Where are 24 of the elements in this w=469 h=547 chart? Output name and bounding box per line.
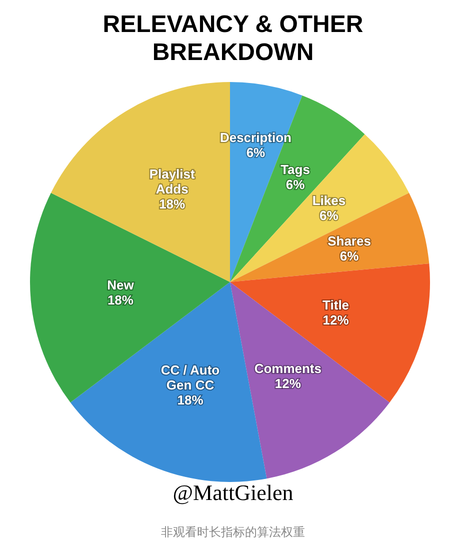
- data-label: 6%: [340, 248, 360, 264]
- data-label: 18%: [177, 392, 204, 408]
- pie-slice: [230, 192, 430, 282]
- data-label: 12%: [322, 312, 350, 328]
- data-label: 12%: [274, 376, 302, 392]
- data-label: 18%: [159, 196, 186, 212]
- slice-label: Comments: [254, 361, 322, 376]
- data-label: 6%: [320, 208, 339, 223]
- data-label: 18%: [107, 292, 134, 308]
- data-label: 6%: [286, 177, 306, 192]
- chart-title: RELEVANCY & OTHER BREAKDOWN: [102, 11, 364, 66]
- slice-label: Likes: [312, 192, 346, 208]
- slice-label: Tags: [280, 162, 310, 178]
- slice-label: Shares: [328, 234, 371, 249]
- slice-label: New: [107, 278, 135, 293]
- slice-label: Title: [322, 298, 350, 313]
- data-label: 6%: [246, 144, 266, 160]
- pie-slice: [230, 282, 390, 479]
- text: @MattGielen: [172, 480, 294, 505]
- pie-slice: [230, 264, 430, 403]
- slice-label: Playlist Adds: [149, 166, 196, 196]
- text: 非观看时长指标的算法权重: [161, 525, 305, 539]
- slice-label: CC / Auto Gen CC: [160, 362, 220, 393]
- pie-slice: [30, 192, 230, 403]
